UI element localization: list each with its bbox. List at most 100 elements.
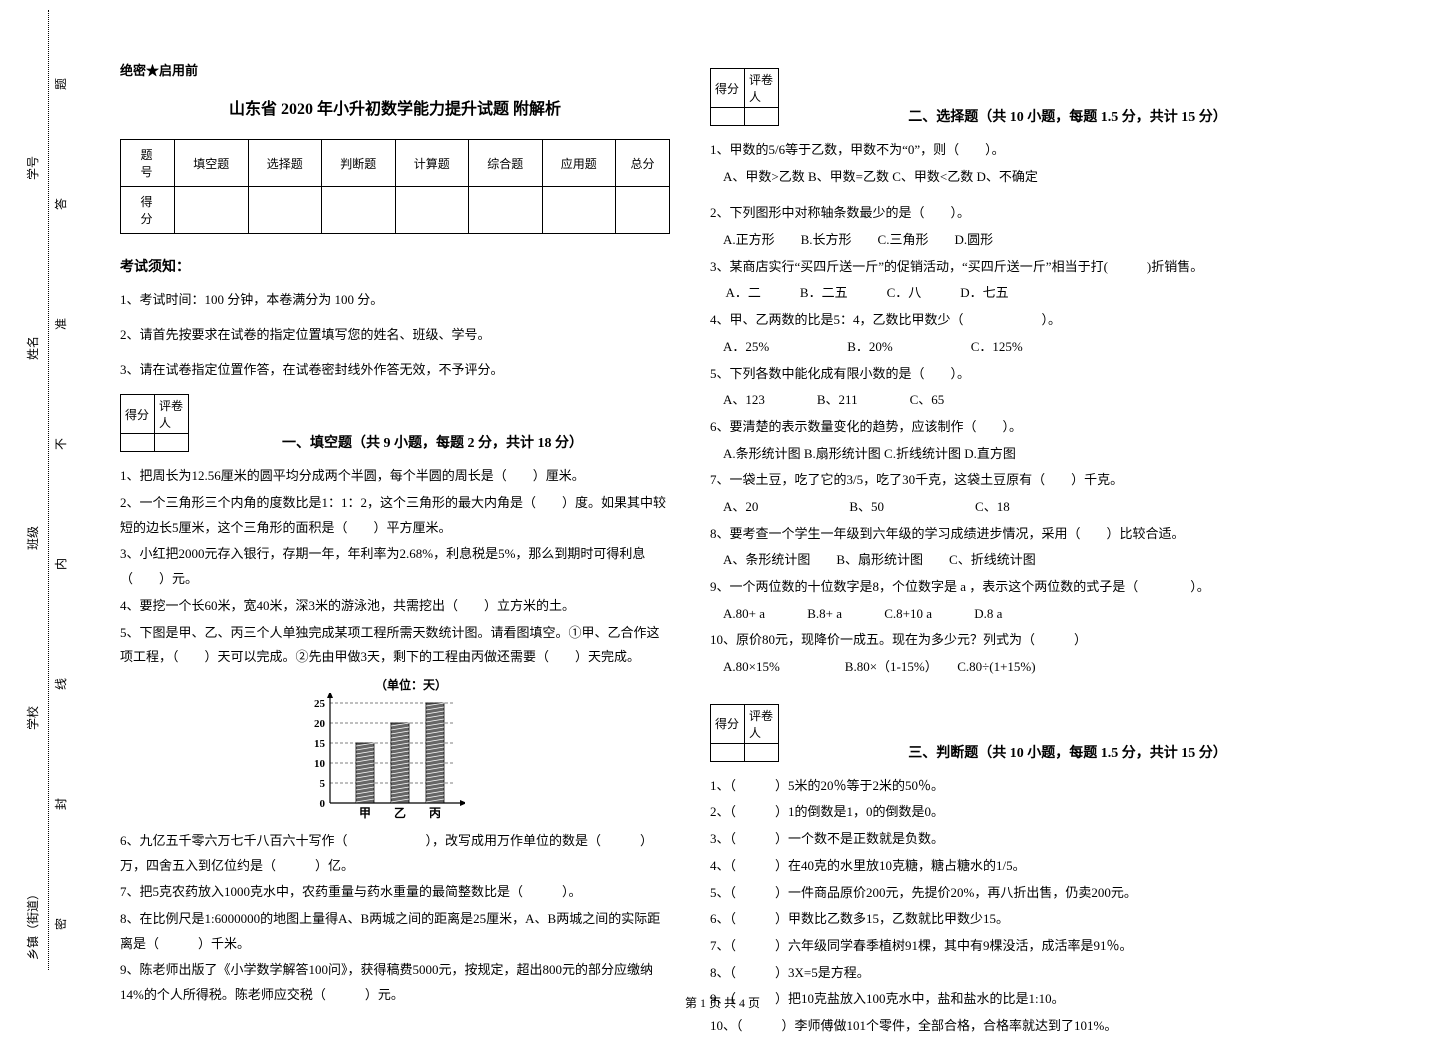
sb2-sv — [711, 108, 745, 126]
score-v6 — [542, 187, 616, 234]
scorebox-3: 得分评卷人 — [710, 704, 779, 762]
bar-chart: （单位：天） 2520151050甲乙丙 — [305, 676, 485, 823]
bind-xiangzhen: 乡镇（街道） — [24, 888, 41, 960]
section2-title: 二、选择题（共 10 小题，每题 1.5 分，共计 15 分） — [785, 106, 1350, 126]
q1-8: 8、在比例尺是1:6000000的地图上量得A、B两城之间的距离是25厘米，A、… — [120, 907, 670, 956]
sb2-score: 得分 — [711, 69, 745, 108]
sb3-sv — [711, 743, 745, 761]
q2-15: A、条形统计图 B、扇形统计图 C、折线统计图 — [710, 548, 1350, 573]
svg-text:0: 0 — [320, 798, 326, 810]
section1-header: 得分评卷人 一、填空题（共 9 小题，每题 2 分，共计 18 分） — [120, 394, 670, 452]
bind-banji: 班级 — [24, 526, 41, 550]
q2-1: A、甲数>乙数 B、甲数=乙数 C、甲数<乙数 D、不确定 — [710, 165, 1350, 190]
score-h5: 综合题 — [469, 140, 543, 187]
bind-xuehao: 学号 — [24, 156, 41, 180]
score-table: 题号 填空题 选择题 判断题 计算题 综合题 应用题 总分 得分 — [120, 139, 670, 234]
score-h6: 应用题 — [542, 140, 616, 187]
svg-text:乙: 乙 — [394, 806, 406, 820]
gap2 — [710, 682, 1350, 696]
section3-title: 三、判断题（共 10 小题，每题 1.5 分，共计 15 分） — [785, 742, 1350, 762]
page: 绝密★启用前 山东省 2020 年小升初数学能力提升试题 附解析 题号 填空题 … — [50, 10, 1395, 970]
score-h0: 题号 — [121, 140, 175, 187]
q2-7: A．25% B．20% C．125% — [710, 335, 1350, 360]
sb1-sv — [121, 434, 155, 452]
score-row-label: 得分 — [121, 187, 175, 234]
q1-2: 2、一个三角形三个内角的度数比是1：1：2，这个三角形的最大内角是（ ）度。如果… — [120, 491, 670, 540]
notice-1: 1、考试时间：100 分钟，本卷满分为 100 分。 — [120, 290, 670, 311]
notice-title: 考试须知： — [120, 256, 670, 276]
q3-2: 3、（ ）一个数不是正数就是负数。 — [710, 827, 1350, 852]
q2-12: 7、一袋土豆，吃了它的3/5，吃了30千克，这袋土豆原有（ ）千克。 — [710, 468, 1350, 493]
q2-5: A．二 B．二五 C．八 D．七五 — [710, 281, 1350, 306]
q2-11: A.条形统计图 B.扇形统计图 C.折线统计图 D.直方图 — [710, 442, 1350, 467]
bind-xuexiao: 学校 — [24, 706, 41, 730]
q3-5: 6、（ ）甲数比乙数多15，乙数就比甲数少15。 — [710, 907, 1350, 932]
score-h7: 总分 — [616, 140, 670, 187]
bind-xingming: 姓名 — [24, 336, 41, 360]
q1-6: 6、九亿五千零六万七千八百六十写作（ ），改写成用万作单位的数是（ ）万，四舍五… — [120, 829, 670, 878]
sb2-grader: 评卷人 — [745, 69, 779, 108]
score-v7 — [616, 187, 670, 234]
svg-text:15: 15 — [314, 738, 326, 750]
section3-header: 得分评卷人 三、判断题（共 10 小题，每题 1.5 分，共计 15 分） — [710, 704, 1350, 762]
left-column: 绝密★启用前 山东省 2020 年小升初数学能力提升试题 附解析 题号 填空题 … — [50, 10, 690, 970]
q2-10: 6、要清楚的表示数量变化的趋势，应该制作（ ）。 — [710, 415, 1350, 440]
exam-title: 山东省 2020 年小升初数学能力提升试题 附解析 — [120, 95, 670, 119]
chart-svg: 2520151050甲乙丙 — [305, 693, 465, 823]
sb1-score: 得分 — [121, 395, 155, 434]
notice-2: 2、请首先按要求在试卷的指定位置填写您的姓名、班级、学号。 — [120, 325, 670, 346]
section1-title: 一、填空题（共 9 小题，每题 2 分，共计 18 分） — [195, 432, 670, 452]
score-h3: 判断题 — [322, 140, 396, 187]
sb3-grader: 评卷人 — [745, 704, 779, 743]
right-column: 得分评卷人 二、选择题（共 10 小题，每题 1.5 分，共计 15 分） 1、… — [690, 10, 1390, 970]
q3-9: 10、（ ）李师傅做101个零件，全部合格，合格率就达到了101%。 — [710, 1014, 1350, 1039]
q2-19: A.80×15% B.80×（1-15%） C.80÷(1+15%) — [710, 655, 1350, 680]
svg-text:甲: 甲 — [359, 806, 371, 820]
page-footer: 第 1 页 共 4 页 — [0, 994, 1445, 1011]
chart-unit-label: （单位：天） — [375, 676, 485, 693]
sb3-score: 得分 — [711, 704, 745, 743]
secret-label: 绝密★启用前 — [120, 60, 670, 79]
score-v3 — [322, 187, 396, 234]
q3-3: 4、（ ）在40克的水里放10克糖，糖占糖水的1/5。 — [710, 854, 1350, 879]
q2-14: 8、要考查一个学生一年级到六年级的学习成绩进步情况，采用（ ）比较合适。 — [710, 522, 1350, 547]
score-header-row: 题号 填空题 选择题 判断题 计算题 综合题 应用题 总分 — [121, 140, 670, 187]
q1-4: 4、要挖一个长60米，宽40米，深3米的游泳池，共需挖出（ ）立方米的土。 — [120, 594, 670, 619]
binding-margin: 乡镇（街道） 学校 班级 姓名 学号 密 封 线 内 不 准 答 题 — [10, 10, 50, 970]
svg-text:20: 20 — [314, 718, 326, 730]
notice-3: 3、请在试卷指定位置作答，在试卷密封线外作答无效，不予评分。 — [120, 360, 670, 381]
svg-text:5: 5 — [320, 778, 326, 790]
q2-16: 9、一个两位数的十位数字是8，个位数字是 a ，表示这个两位数的式子是（ ）。 — [710, 575, 1350, 600]
score-h2: 选择题 — [248, 140, 322, 187]
q3-6: 7、（ ）六年级同学春季植树91棵，其中有9棵没活，成活率是91％。 — [710, 934, 1350, 959]
q1-5: 5、下图是甲、乙、丙三个人单独完成某项工程所需天数统计图。请看图填空。①甲、乙合… — [120, 621, 670, 670]
svg-text:25: 25 — [314, 698, 326, 710]
dotted-line — [48, 10, 49, 970]
q3-4: 5、（ ）一件商品原价200元，先提价20%，再八折出售，仍卖200元。 — [710, 881, 1350, 906]
gap — [710, 191, 1350, 201]
scorebox-2: 得分评卷人 — [710, 68, 779, 126]
score-h4: 计算题 — [395, 140, 469, 187]
score-v4 — [395, 187, 469, 234]
section2-header: 得分评卷人 二、选择题（共 10 小题，每题 1.5 分，共计 15 分） — [710, 68, 1350, 126]
scorebox-1: 得分评卷人 — [120, 394, 189, 452]
q2-17: A.80+ a B.8+ a C.8+10 a D.8 a — [710, 602, 1350, 627]
sb2-gv — [745, 108, 779, 126]
q2-18: 10、原价80元，现降价一成五。现在为多少元？列式为（ ） — [710, 628, 1350, 653]
score-v1 — [175, 187, 249, 234]
q2-8: 5、下列各数中能化成有限小数的是（ ）。 — [710, 362, 1350, 387]
svg-text:丙: 丙 — [429, 806, 441, 820]
q1-7: 7、把5克农药放入1000克水中，农药重量与药水重量的最简整数比是（ ）。 — [120, 880, 670, 905]
q1-1: 1、把周长为12.56厘米的圆平均分成两个半圆，每个半圆的周长是（ ）厘米。 — [120, 464, 670, 489]
q2-4: 3、某商店实行“买四斤送一斤”的促销活动，“买四斤送一斤”相当于打( )折销售。 — [710, 255, 1350, 280]
sb1-gv — [155, 434, 189, 452]
sb1-grader: 评卷人 — [155, 395, 189, 434]
q2-2: 2、下列图形中对称轴条数最少的是（ ）。 — [710, 201, 1350, 226]
q1-3: 3、小红把2000元存入银行，存期一年，年利率为2.68%，利息税是5%，那么到… — [120, 542, 670, 591]
q2-3: A.正方形 B.长方形 C.三角形 D.圆形 — [710, 228, 1350, 253]
sb3-gv — [745, 743, 779, 761]
q3-7: 8、（ ）3X=5是方程。 — [710, 961, 1350, 986]
q2-0: 1、甲数的5/6等于乙数，甲数不为“0”，则（ ）。 — [710, 138, 1350, 163]
q2-9: A、123 B、211 C、65 — [710, 388, 1350, 413]
q2-6: 4、甲、乙两数的比是5：4，乙数比甲数少（ ）。 — [710, 308, 1350, 333]
